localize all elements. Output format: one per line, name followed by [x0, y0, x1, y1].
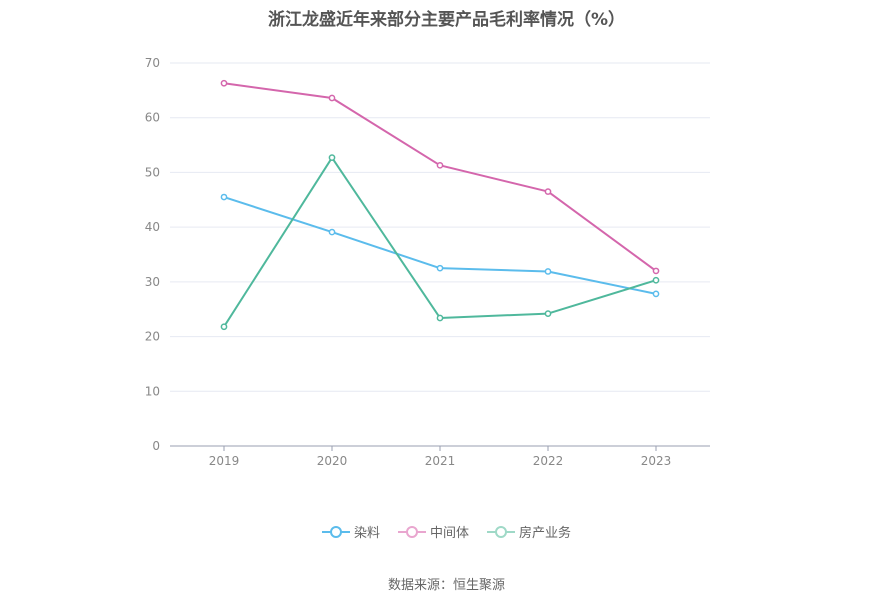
data-point-2-1 [328, 154, 336, 162]
legend-marker-icon [397, 525, 426, 538]
data-point-1-0 [220, 79, 228, 87]
legend-label: 染料 [353, 526, 380, 541]
data-point-0-1 [328, 228, 336, 236]
chart-title: 浙江龙盛近年来部分主要产品毛利率情况（%） [267, 10, 626, 30]
legend-label: 房产业务 [519, 526, 572, 541]
line-chart: 0 10 20 30 40 50 60 70 2019 2020 2021 2022 2023 [145, 56, 710, 468]
legend-item-dyes[interactable]: 染料 [321, 522, 380, 541]
x-tick-label: 2023 [641, 454, 672, 468]
y-tick-label: 50 [145, 165, 160, 179]
legend-marker-icon [321, 525, 350, 538]
legend: 染料 中间体 房产业务 [0, 522, 893, 541]
data-point-1-3 [544, 188, 552, 195]
x-tick-label: 2020 [317, 454, 348, 468]
legend-item-real-estate[interactable]: 房产业务 [487, 522, 571, 541]
y-tick-label: 70 [145, 56, 160, 70]
y-tick-label: 40 [145, 220, 160, 234]
data-point-0-4 [652, 290, 660, 298]
data-point-1-2 [436, 161, 444, 169]
data-source-note: 数据来源：恒生聚源 [387, 578, 505, 593]
x-tick-label: 2022 [533, 454, 564, 468]
x-tick-label: 2021 [425, 454, 456, 468]
data-point-0-3 [544, 268, 552, 275]
y-tick-label: 30 [145, 275, 160, 289]
data-point-0-0 [220, 193, 228, 201]
y-tick-label: 0 [152, 439, 160, 453]
data-point-1-4 [652, 267, 660, 275]
y-tick-label: 60 [145, 111, 160, 125]
series-line-0 [223, 196, 657, 295]
x-tick-label: 2019 [209, 454, 240, 468]
y-tick-label: 20 [145, 330, 160, 344]
legend-item-intermediates[interactable]: 中间体 [397, 522, 469, 541]
data-point-1-1 [328, 94, 336, 102]
data-point-0-2 [436, 264, 444, 272]
series-line-1 [223, 82, 657, 272]
legend-label: 中间体 [429, 526, 469, 541]
data-point-2-2 [436, 314, 444, 322]
series-line-2 [223, 156, 657, 328]
data-point-2-3 [544, 310, 552, 317]
data-point-2-4 [652, 276, 660, 284]
legend-marker-icon [487, 525, 515, 538]
y-tick-label: 10 [145, 384, 160, 398]
data-point-2-0 [220, 323, 228, 331]
